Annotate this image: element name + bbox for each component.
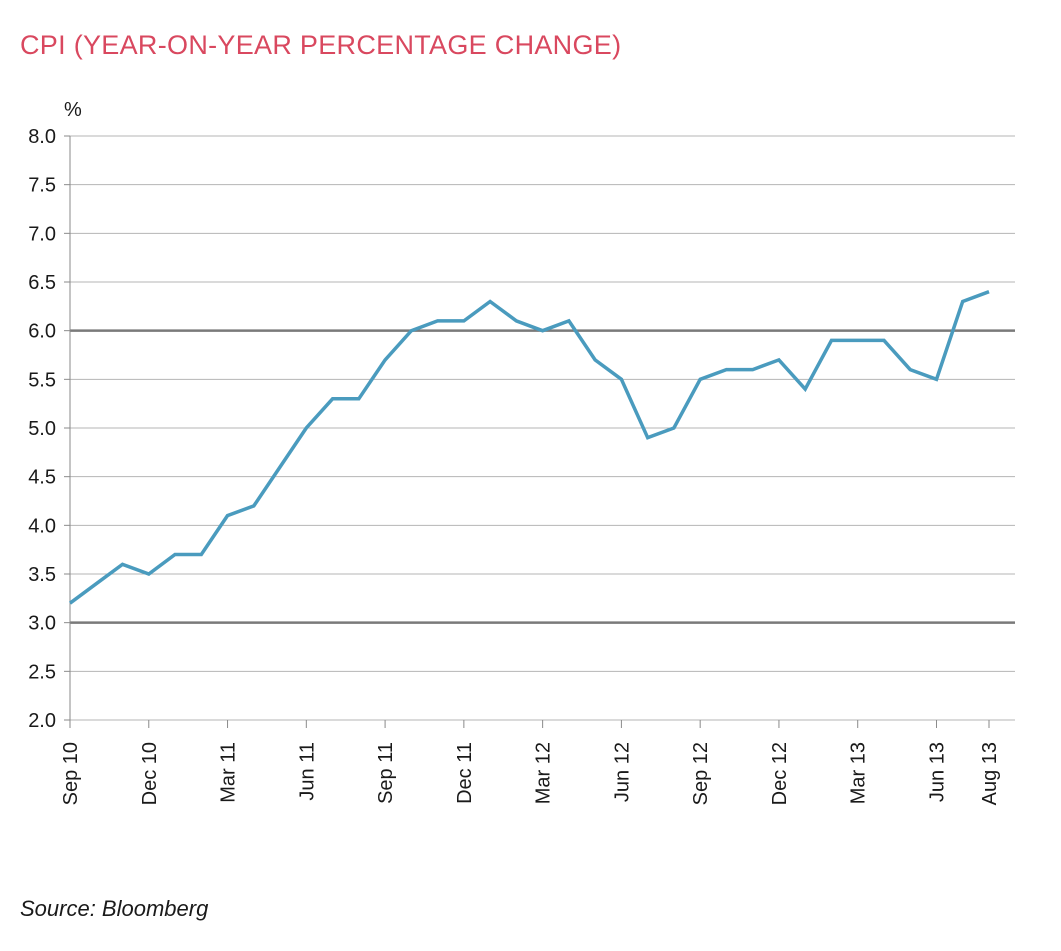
source-note: Source: Bloomberg [20,896,209,921]
y-tick-label: 4.0 [28,515,56,537]
data-point [304,426,308,430]
data-point [147,572,151,576]
data-point [436,319,440,323]
data-point [829,338,833,342]
chart-title: CPI (YEAR-ON-YEAR PERCENTAGE CHANGE) [20,30,622,60]
x-tick-label: Sep 10 [60,742,82,805]
data-point [987,290,991,294]
x-tick-label: Mar 13 [848,742,870,804]
x-axis: Sep 10 Dec 10 Mar 11 Jun 11 Sep 11 Dec 11 Mar … [60,720,1001,805]
x-tick-label: Sep 11 [375,742,397,804]
x-tick-label: Aug 13 [979,742,1001,805]
data-point [226,514,230,518]
data-point [252,504,256,508]
data-point [278,465,282,469]
data-point [173,553,177,557]
data-point [331,397,335,401]
data-point [777,358,781,362]
x-tick-label: Dec 12 [769,742,791,805]
x-tick-label: Sep 12 [690,742,712,805]
gridlines [70,135,1015,721]
y-tick-label: 6.5 [28,272,56,294]
cpi-series-line [68,290,990,605]
data-point [121,562,125,566]
data-point [409,329,413,333]
y-tick-label: 7.0 [28,223,56,245]
data-point [68,601,72,605]
y-tick-label: 8.0 [28,126,56,148]
data-point [751,368,755,372]
x-tick-label: Jun 12 [611,742,633,802]
y-axis: 2.0 2.5 3.0 3.5 4.0 4.5 5.0 5.5 6.0 6.5 7.0 7.5 8.0 [28,126,71,732]
data-point [672,426,676,430]
data-point [94,582,98,586]
data-point [856,338,860,342]
y-tick-label: 4.5 [28,467,56,489]
y-tick-label: 5.0 [28,418,56,440]
x-tick-label: Mar 12 [533,742,555,804]
y-tick-label: 3.5 [28,564,56,586]
data-point [724,368,728,372]
x-tick-label: Dec 10 [139,742,161,805]
data-point [199,553,203,557]
data-point [593,358,597,362]
data-point [908,368,912,372]
y-tick-label: 7.5 [28,175,56,197]
x-tick-label: Jun 11 [296,742,318,801]
data-point [803,387,807,391]
y-tick-label: 5.5 [28,369,56,391]
x-tick-label: Mar 11 [218,742,240,803]
y-tick-label: 6.0 [28,321,56,343]
cpi-series [68,290,991,605]
x-tick-label: Dec 11 [454,742,476,804]
data-point [541,329,545,333]
data-point [357,397,361,401]
data-point [488,299,492,303]
data-point [882,338,886,342]
data-point [383,358,387,362]
y-axis-unit-label: % [64,99,82,121]
data-point [646,436,650,440]
x-tick-label: Jun 13 [926,742,948,802]
data-point [462,319,466,323]
data-point [961,299,965,303]
data-point [934,377,938,381]
data-point [619,377,623,381]
data-point [698,377,702,381]
data-point [514,319,518,323]
y-tick-label: 2.0 [28,710,56,732]
data-point [567,319,571,323]
y-tick-label: 3.0 [28,613,56,635]
y-tick-label: 2.5 [28,661,56,683]
